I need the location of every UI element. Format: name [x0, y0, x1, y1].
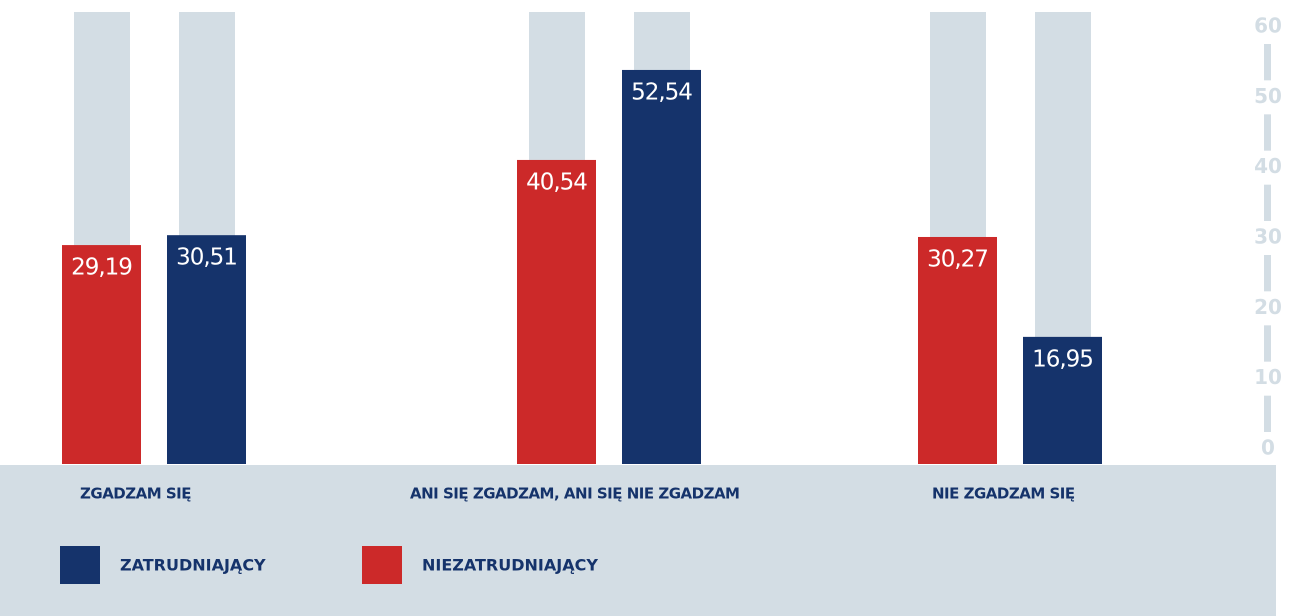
tick-separator [1264, 114, 1271, 151]
y-tick-label: 30 [1254, 225, 1282, 249]
value-label: 52,54 [631, 79, 692, 105]
bar [167, 235, 246, 464]
category-band [0, 465, 1276, 616]
legend-label: ZATRUDNIAJĄCY [120, 556, 266, 575]
tick-separator [1264, 255, 1271, 292]
legend-swatch [60, 546, 100, 584]
y-tick-label: 60 [1254, 14, 1282, 38]
x-tick-label: ZGADZAM SIĘ [80, 485, 191, 503]
value-label: 16,95 [1032, 346, 1093, 372]
value-label: 40,54 [526, 169, 587, 195]
x-tick-label: NIE ZGADZAM SIĘ [932, 485, 1075, 503]
y-tick-label: 50 [1254, 84, 1282, 108]
tick-separator [1264, 44, 1271, 81]
x-tick-label: ANI SIĘ ZGADZAM, ANI SIĘ NIE ZGADZAM [410, 485, 739, 503]
tick-separator [1264, 184, 1271, 221]
bar [1023, 336, 1102, 464]
y-tick-label: 20 [1254, 295, 1282, 319]
bar [918, 236, 997, 464]
bar [62, 245, 141, 464]
y-tick-label: 40 [1254, 154, 1282, 178]
y-tick-label: 0 [1261, 436, 1275, 460]
legend-swatch [362, 546, 402, 584]
tick-separator [1264, 325, 1271, 362]
value-label: 30,51 [176, 245, 237, 271]
value-label: 30,27 [927, 246, 988, 272]
tick-separator [1264, 395, 1271, 432]
bar [622, 69, 701, 464]
bar [517, 159, 596, 464]
value-label: 29,19 [71, 255, 132, 281]
y-tick-label: 10 [1254, 365, 1282, 389]
legend-label: NIEZATRUDNIAJĄCY [422, 556, 598, 575]
